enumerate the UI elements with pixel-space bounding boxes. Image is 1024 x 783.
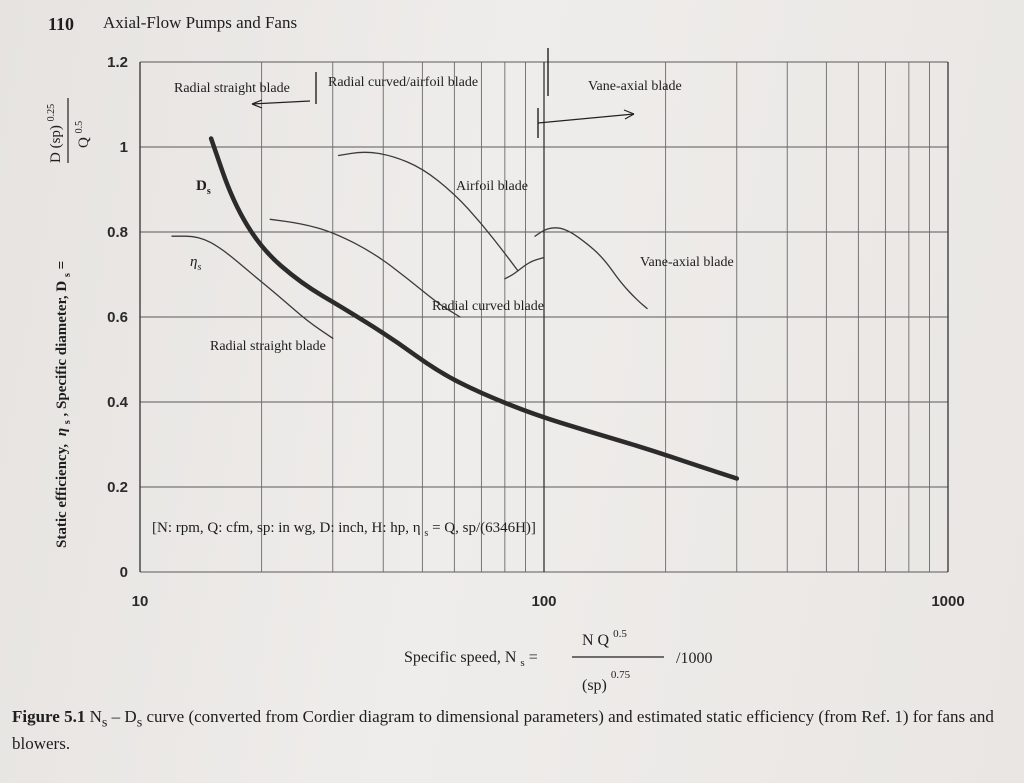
- svg-text:Static efficiency, η: Static efficiency, η s , Specific diamet…: [54, 261, 74, 548]
- figure-caption: Figure 5.1 Ns – Ds curve (converted from…: [12, 706, 1012, 755]
- chart-curves: [171, 136, 740, 481]
- region-arrow-right-head: [623, 109, 635, 120]
- y-tick-label-0: 0: [120, 564, 128, 581]
- xlabel-den: (sp): [582, 677, 607, 694]
- caption-ns: N: [89, 707, 102, 726]
- x-tick-label-2: 1000: [931, 593, 964, 610]
- xlabel-num-exp: 0.5: [613, 628, 627, 640]
- caption-label: Figure 5.1: [12, 707, 86, 726]
- caption-ns-sub: s: [101, 714, 108, 731]
- x-tick-label-0: 10: [132, 593, 149, 610]
- x-axis-label: Specific speed, N s =: [404, 649, 538, 670]
- region-radial-curved: Radial curved/airfoil blade: [328, 75, 478, 90]
- curve-efficiency-3: [337, 151, 519, 271]
- units-note-sub: s: [424, 528, 428, 539]
- page-number: 110: [48, 14, 75, 34]
- x-tick-label-1: 100: [531, 593, 556, 610]
- xlabel-text: Specific speed, N: [404, 649, 517, 666]
- caption-ds-sub: s: [136, 714, 143, 731]
- caption-text: curve (converted from Cordier diagram to…: [12, 707, 994, 754]
- curve-efficiency-4: [534, 227, 648, 310]
- region-arrow-left: [251, 100, 311, 105]
- ylabel-text: Static efficiency,: [54, 444, 70, 548]
- units-note-main: [N: rpm, Q: cfm, sp: in wg, D: inch, H: …: [152, 520, 421, 536]
- ylabel-mid: , Specific diameter, D: [54, 281, 70, 417]
- curve-ds: [208, 136, 740, 481]
- region-radial-straight: Radial straight blade: [174, 81, 290, 96]
- annot-eta: ηs: [190, 254, 201, 273]
- xlabel-sub: s: [520, 657, 524, 669]
- running-title: Axial-Flow Pumps and Fans: [103, 13, 298, 32]
- ylabel-ds-sub: s: [62, 273, 73, 277]
- region-vane-axial: Vane-axial blade: [588, 79, 682, 94]
- xlabel-suffix: /1000: [676, 650, 712, 667]
- units-note-end: = Q, sp/(6346H)]: [432, 520, 536, 536]
- axis-ticks: 0 0.2 0.4 0.6 0.8 1 1.2 10 100 1000: [107, 54, 965, 610]
- ylabel-frac-num-exp: 0.25: [46, 104, 57, 122]
- y-tick-label-3: 0.6: [107, 309, 128, 326]
- curve-efficiency-1: [171, 235, 334, 339]
- ylabel-eta: η: [54, 428, 70, 436]
- y-axis-label: Static efficiency, η s , Specific diamet…: [54, 261, 74, 548]
- ylabel-frac-den-exp: 0.5: [74, 121, 85, 134]
- ylabel-eq: =: [54, 261, 70, 270]
- annot-radial-straight: Radial straight blade: [210, 339, 326, 354]
- y-tick-label-2: 0.4: [107, 394, 129, 411]
- curve-efficiency-5: [504, 256, 545, 280]
- curve-efficiency-2: [269, 218, 461, 318]
- xlabel-num-text: N Q 0.5: [582, 628, 627, 649]
- xlabel-den-exp: 0.75: [611, 669, 631, 681]
- units-note: [N: rpm, Q: cfm, sp: in wg, D: inch, H: …: [152, 520, 536, 540]
- chart: 0 0.2 0.4 0.6 0.8 1 1.2 10 100 1000 Static effici…: [46, 48, 965, 694]
- region-arrow-left-head: [251, 99, 263, 109]
- annot-vane-axial: Vane-axial blade: [640, 255, 734, 270]
- xlabel-num: N Q: [582, 632, 610, 649]
- y-tick-label-5: 1: [120, 139, 128, 156]
- caption-dash: – D: [107, 707, 137, 726]
- chart-grid: [139, 61, 949, 573]
- xlabel-eq: =: [529, 649, 538, 666]
- region-arrow-right: [537, 113, 635, 124]
- ylabel-frac-den: Q: [76, 137, 92, 148]
- y-tick-label-4: 0.8: [107, 224, 128, 241]
- ylabel-eta-sub: s: [62, 420, 73, 424]
- ylabel-frac-num: D (sp): [48, 125, 64, 163]
- annot-radial-curved: Radial curved blade: [432, 299, 544, 314]
- y-tick-label-1: 0.2: [107, 479, 128, 496]
- xlabel-den-text: (sp) 0.75: [582, 669, 631, 694]
- y-tick-label-6: 1.2: [107, 54, 128, 71]
- annot-ds: Ds: [196, 178, 211, 197]
- svg-text:D (sp) 0.25: D (sp) 0.25: [46, 104, 64, 163]
- y-axis-fraction: D (sp) 0.25 Q 0.5: [46, 98, 92, 163]
- annot-airfoil: Airfoil blade: [456, 179, 528, 194]
- svg-text:Q 0.5: Q 0.5: [74, 121, 92, 148]
